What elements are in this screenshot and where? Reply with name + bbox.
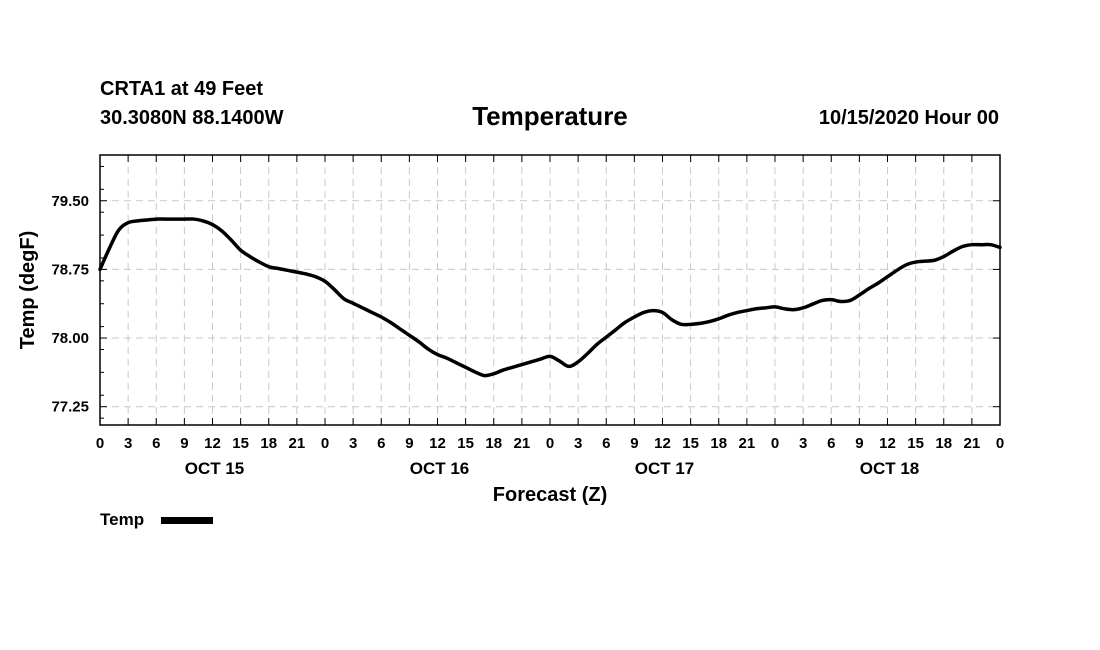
day-label: OCT 17 [635, 459, 695, 478]
legend-swatch-temp [161, 517, 213, 524]
series-line-temp [98, 217, 1002, 378]
x-tick-label: 21 [289, 435, 306, 452]
x-tick-label: 15 [457, 435, 474, 452]
x-tick-label: 21 [514, 435, 531, 452]
x-tick-label: 3 [574, 435, 582, 452]
location-label: 30.3080N 88.1400W [100, 107, 284, 129]
x-tick-label: 6 [377, 435, 385, 452]
x-tick-label: 6 [827, 435, 835, 452]
x-tick-label: 18 [485, 435, 502, 452]
x-tick-label: 21 [964, 435, 981, 452]
x-tick-label: 0 [546, 435, 554, 452]
x-tick-label: 6 [152, 435, 160, 452]
day-label: OCT 16 [410, 459, 470, 478]
x-tick-label: 3 [349, 435, 357, 452]
y-tick-label: 79.50 [51, 193, 89, 210]
x-tick-label: 15 [682, 435, 699, 452]
x-tick-label: 3 [799, 435, 807, 452]
x-tick-label: 3 [124, 435, 132, 452]
x-tick-label: 0 [771, 435, 779, 452]
x-tick-label: 9 [180, 435, 188, 452]
x-tick-label: 15 [232, 435, 249, 452]
chart-title: Temperature [472, 101, 628, 131]
x-tick-label: 12 [204, 435, 221, 452]
y-tick-label: 77.25 [51, 399, 89, 416]
x-tick-label: 9 [630, 435, 638, 452]
x-tick-label: 12 [879, 435, 896, 452]
x-tick-label: 0 [96, 435, 104, 452]
x-axis-label: Forecast (Z) [493, 484, 607, 506]
grid-lines [100, 155, 1000, 425]
x-tick-label: 0 [996, 435, 1004, 452]
y-tick-label: 78.75 [51, 261, 89, 278]
x-tick-label: 12 [429, 435, 446, 452]
day-labels: OCT 15 OCT 16 OCT 17 OCT 18 [185, 459, 920, 478]
x-tick-label: 21 [739, 435, 756, 452]
y-tick-labels: 77.25 78.00 78.75 79.50 [51, 193, 89, 416]
legend-label-temp: Temp [100, 510, 144, 529]
day-label: OCT 18 [860, 459, 920, 478]
forecast-datetime: 10/15/2020 Hour 00 [819, 107, 999, 129]
day-label: OCT 15 [185, 459, 245, 478]
series-group [98, 217, 1002, 378]
x-tick-label: 0 [321, 435, 329, 452]
axis-ticks [99, 155, 1001, 425]
station-label: CRTA1 at 49 Feet [100, 78, 263, 100]
x-tick-label: 18 [260, 435, 277, 452]
x-tick-labels: 0 3 6 9 12 15 18 21 0 3 6 9 12 15 18 21 0 3 6 9 12 15 18 21 0 3 6 9… [96, 435, 1004, 452]
y-axis-label: Temp (degF) [17, 231, 39, 350]
x-tick-label: 18 [935, 435, 952, 452]
x-tick-label: 15 [907, 435, 924, 452]
x-tick-label: 6 [602, 435, 610, 452]
x-tick-label: 12 [654, 435, 671, 452]
y-tick-label: 78.00 [51, 330, 89, 347]
x-tick-label: 18 [710, 435, 727, 452]
x-tick-label: 9 [405, 435, 413, 452]
x-tick-label: 9 [855, 435, 863, 452]
plot-frame [99, 154, 1001, 426]
